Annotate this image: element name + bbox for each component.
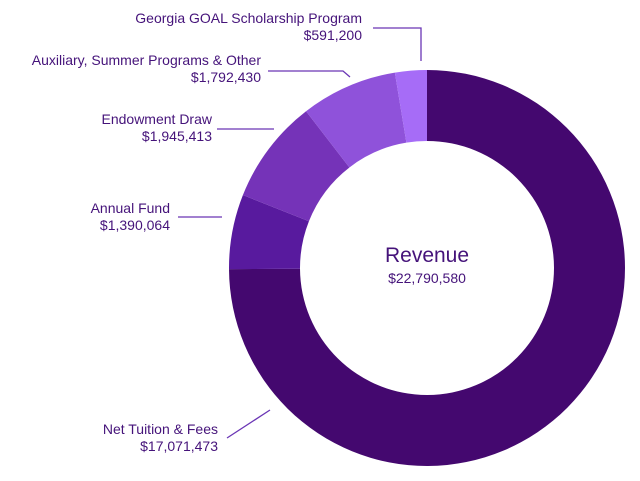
donut-slice-net-tuition-fees xyxy=(229,70,625,466)
leader-line xyxy=(226,409,271,439)
donut-slice-georgia-goal-scholarship-program xyxy=(394,70,427,143)
slice-label: Georgia GOAL Scholarship Program $591,200 xyxy=(135,10,362,44)
slice-label-value: $1,792,430 xyxy=(190,69,261,85)
center-label: Revenue $22,790,580 xyxy=(327,243,527,287)
slice-label-name: Endowment Draw xyxy=(101,111,213,127)
slice-label-value: $591,200 xyxy=(303,27,362,43)
slice-label-name: Annual Fund xyxy=(90,200,170,216)
leader-line xyxy=(373,27,422,61)
slice-label-name: Auxiliary, Summer Programs & Other xyxy=(31,52,261,68)
chart-total: $22,790,580 xyxy=(388,270,466,286)
chart-title: Revenue xyxy=(384,244,470,267)
leader-line xyxy=(268,70,351,78)
slice-label-name: Georgia GOAL Scholarship Program xyxy=(135,10,362,26)
donut-slice-auxiliary-summer-programs-other xyxy=(306,72,407,168)
slice-label-value: $1,390,064 xyxy=(99,217,170,233)
slice-label: Annual Fund $1,390,064 xyxy=(91,200,170,234)
slice-label-value: $1,945,413 xyxy=(141,128,212,144)
slice-label-value: $17,071,473 xyxy=(140,438,218,454)
slice-label: Endowment Draw $1,945,413 xyxy=(102,111,213,145)
donut-slice-annual-fund xyxy=(229,195,309,270)
slice-label: Auxiliary, Summer Programs & Other $1,792… xyxy=(32,52,261,86)
donut-slice-endowment-draw xyxy=(242,111,350,222)
slice-label-name: Net Tuition & Fees xyxy=(102,421,218,437)
slice-label: Net Tuition & Fees $17,071,473 xyxy=(103,421,218,455)
